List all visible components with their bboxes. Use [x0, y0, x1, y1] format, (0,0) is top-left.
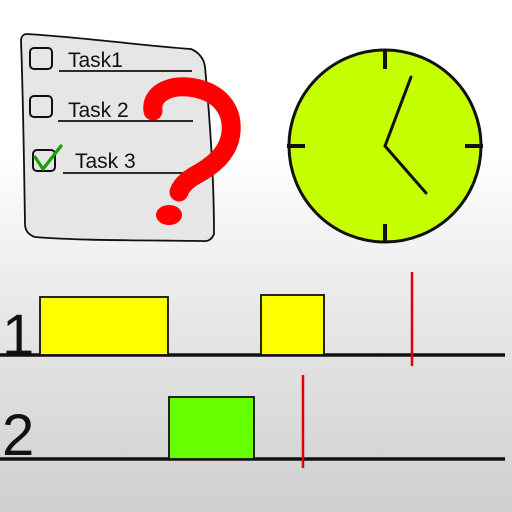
- timeline-lane-1: 1: [0, 272, 505, 368]
- question-mark-dot: [156, 205, 182, 225]
- clock-hour-hand: [383, 144, 428, 195]
- clock-minute-hand: [383, 75, 413, 148]
- task-2-checkbox: [29, 95, 53, 118]
- lane-2-label: 2: [2, 403, 34, 468]
- timeline-lane-2: 2: [0, 375, 505, 468]
- lane-1-block: [260, 294, 325, 356]
- checklist-paper: Task1 Task 2 Task 3: [20, 33, 215, 243]
- lane-1-label: 1: [2, 303, 34, 368]
- task-1-checkbox: [29, 47, 53, 70]
- task-3-label: Task 3: [75, 150, 136, 173]
- question-mark-icon: [143, 77, 241, 225]
- task-1-label: Task1: [68, 49, 123, 72]
- lane-1-block: [39, 296, 169, 356]
- question-mark-curve: [143, 77, 241, 202]
- task-3-checkbox: [32, 149, 56, 172]
- lane-2-block: [168, 396, 255, 460]
- clock-icon: [287, 48, 483, 244]
- task-2-label: Task 2: [68, 99, 129, 122]
- check-icon: [33, 144, 63, 171]
